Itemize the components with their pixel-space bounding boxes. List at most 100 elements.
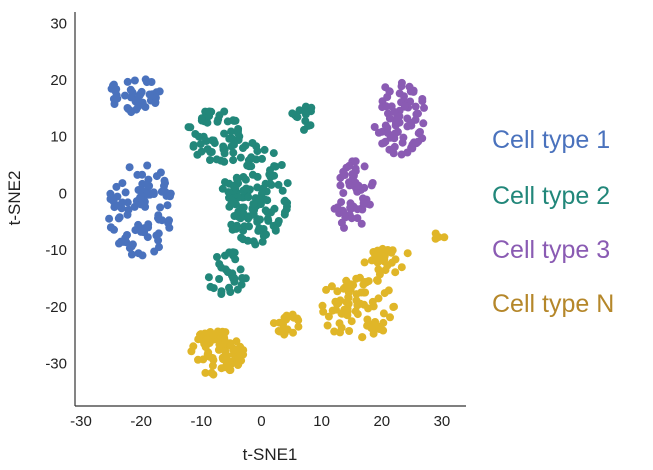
data-point-cell-type-3 [347,214,356,223]
y-tick-label: -20 [45,299,67,316]
data-point-cell-type-2 [227,142,236,151]
data-point-cell-type-n [343,307,352,316]
data-point-cell-type-3 [418,95,427,103]
legend-label-cell-type-2: Cell type 2 [492,182,610,210]
data-point-cell-type-2 [271,225,280,234]
data-point-cell-type-3 [351,157,360,166]
data-point-cell-type-1 [137,227,146,236]
data-point-cell-type-1 [161,179,169,188]
data-point-cell-type-n [440,233,449,242]
data-point-cell-type-1 [154,214,162,223]
data-point-cell-type-3 [368,179,377,187]
data-point-cell-type-n [352,274,361,283]
data-point-cell-type-2 [266,179,274,188]
data-point-cell-type-3 [353,187,362,196]
data-point-cell-type-1 [133,170,142,179]
data-point-cell-type-3 [410,138,419,147]
data-point-cell-type-2 [204,273,213,282]
data-point-cell-type-1 [127,250,136,259]
data-point-cell-type-n [383,261,392,270]
data-point-cell-type-1 [164,218,173,227]
y-axis-title: t-SNE2 [5,171,24,226]
data-point-cell-type-3 [340,171,349,179]
data-point-cell-type-2 [225,134,234,143]
data-point-cell-type-3 [386,133,395,142]
data-point-cell-type-3 [397,82,406,91]
data-point-cell-type-n [232,337,241,346]
data-point-cell-type-3 [403,148,412,157]
data-point-cell-type-2 [260,145,269,154]
data-point-cell-type-2 [248,139,257,147]
data-point-cell-type-2 [306,121,315,130]
data-point-cell-type-3 [357,219,366,228]
data-point-cell-type-3 [353,214,362,223]
data-point-cell-type-1 [117,204,126,213]
data-point-cell-type-n [403,249,412,258]
data-point-cell-type-2 [220,129,229,138]
data-point-cell-type-2 [242,184,251,193]
data-point-cell-type-3 [420,103,428,112]
data-point-cell-type-1 [125,163,134,172]
data-point-cell-type-1 [123,77,132,86]
data-point-cell-type-2 [235,132,244,141]
y-tick-label: -10 [45,242,67,259]
data-points-layer [105,75,449,379]
data-point-cell-type-1 [107,194,116,203]
data-point-cell-type-2 [247,154,256,163]
data-point-cell-type-1 [155,87,164,96]
data-point-cell-type-2 [189,142,198,151]
data-point-cell-type-2 [227,127,236,136]
data-point-cell-type-n [207,368,216,377]
x-tick-label: 10 [313,413,330,430]
data-point-cell-type-3 [348,170,357,178]
data-point-cell-type-n [196,330,205,339]
data-point-cell-type-n [327,282,336,291]
x-tick-label: -10 [190,413,212,430]
data-point-cell-type-3 [345,181,354,190]
data-point-cell-type-2 [217,290,226,298]
axes-layer [74,12,466,407]
data-point-cell-type-2 [301,108,310,117]
y-tick-labels: -30 -20 -10 0 10 20 30 [45,15,67,372]
data-point-cell-type-1 [106,223,115,232]
data-point-cell-type-3 [400,101,409,110]
data-point-cell-type-n [363,315,372,324]
data-point-cell-type-2 [270,162,279,171]
data-point-cell-type-n [208,354,217,362]
data-point-cell-type-1 [118,179,127,188]
data-point-cell-type-2 [229,148,238,157]
data-point-cell-type-n [221,363,229,372]
data-point-cell-type-2 [269,149,278,158]
data-point-cell-type-2 [249,200,258,208]
data-point-cell-type-1 [127,107,136,116]
data-point-cell-type-n [318,301,327,310]
data-point-cell-type-n [237,356,246,365]
x-tick-label: 30 [434,413,451,430]
data-point-cell-type-2 [232,173,241,182]
data-point-cell-type-1 [137,200,145,209]
data-point-cell-type-2 [245,222,253,231]
data-point-cell-type-1 [150,247,159,256]
data-point-cell-type-n [345,327,354,335]
y-tick-label: 30 [50,15,67,32]
data-point-cell-type-2 [223,268,232,276]
data-point-cell-type-3 [405,82,414,91]
data-point-cell-type-2 [253,183,262,192]
data-point-cell-type-1 [141,103,150,111]
data-point-cell-type-3 [341,213,350,222]
data-point-cell-type-3 [411,102,420,111]
data-point-cell-type-2 [253,172,262,181]
data-point-cell-type-2 [215,260,224,268]
data-point-cell-type-n [194,355,202,364]
data-point-cell-type-3 [393,127,402,136]
data-point-cell-type-2 [283,179,292,188]
data-point-cell-type-3 [419,119,428,128]
data-point-cell-type-3 [381,121,390,130]
data-point-cell-type-2 [241,141,250,150]
data-point-cell-type-2 [244,193,253,202]
data-point-cell-type-1 [163,201,172,210]
data-point-cell-type-2 [288,109,297,118]
data-point-cell-type-2 [220,157,229,166]
data-point-cell-type-n [369,302,378,311]
data-point-cell-type-2 [274,217,283,225]
